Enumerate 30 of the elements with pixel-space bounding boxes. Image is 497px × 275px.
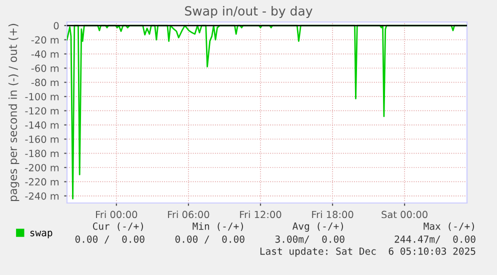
text: Cur (-/+) (92, 222, 143, 231)
y-tick-label: -80 m (31, 78, 59, 86)
y-tick-label: -140 m (25, 121, 59, 129)
x-tick-label: Fri 06:00 (168, 210, 210, 218)
y-tick-label: -200 m (25, 164, 59, 172)
chart-title: Swap in/out - by day (185, 6, 312, 18)
x-tick-label: Fri 12:00 (240, 210, 282, 218)
text: 244.47m/ 0.00 (394, 235, 476, 244)
y-tick-label: -40 m (31, 50, 59, 58)
text: Avg (-/+) (292, 222, 343, 232)
text: Last update: Sat Dec 6 05:10:03 2025 (260, 247, 476, 257)
text: Max (-/+) (424, 222, 474, 231)
legend-label: swap (30, 230, 52, 238)
text: 0.00 / 0.00 (175, 235, 244, 244)
y-tick-label: 0 (54, 22, 59, 30)
y-tick-label: -100 m (25, 93, 59, 100)
y-tick-label: -120 m (25, 107, 59, 115)
y-tick-label: -180 m (25, 150, 59, 158)
y-tick-label: -160 m (25, 136, 59, 143)
text: Min (-/+) (192, 222, 243, 231)
y-tick-label: -20 m (31, 36, 59, 44)
x-tick-label: Fri 00:00 (96, 210, 138, 218)
y-tick-label: -220 m (25, 178, 59, 186)
y-axis-title: pages per second in (-) / out (+) (8, 24, 20, 202)
x-tick-label: Sat 00:00 (382, 210, 428, 218)
text: 3.00m/ 0.00 (275, 235, 344, 244)
x-tick-label: Fri 18:00 (312, 210, 354, 218)
y-tick-label: -60 m (31, 64, 59, 72)
text: 0.00 / 0.00 (75, 235, 144, 244)
y-tick-label: -240 m (25, 192, 59, 200)
